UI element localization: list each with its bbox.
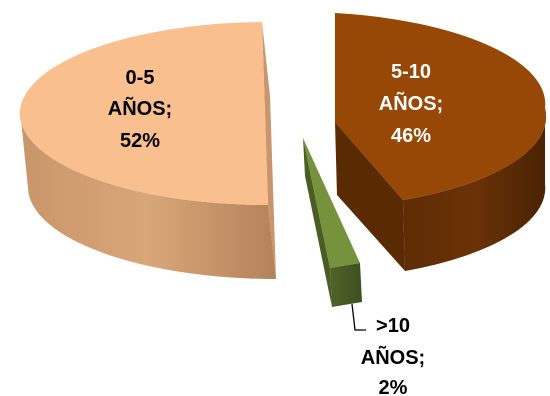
label-0-5-line2: AÑOS; [108, 97, 172, 120]
slice-0-5 [19, 22, 277, 279]
slice-0-5-top [19, 22, 269, 206]
slice-5-10-side [335, 122, 405, 271]
slice-gt10-side [303, 138, 332, 307]
label-gt10-line3: 2% [379, 377, 408, 396]
slice-0-5-side [19, 110, 277, 279]
label-0-5-line3: 52% [120, 130, 160, 152]
label-0-5-line1: 0-5 [126, 67, 155, 89]
slice-gt10-top [303, 138, 360, 268]
label-5-10-line1: 5-10 [391, 61, 431, 83]
slice-5-10-top [335, 13, 547, 200]
label-5-10-line3: 46% [391, 125, 431, 147]
label-5-10-line2: AÑOS; [379, 92, 443, 115]
data-labels: 0-5 AÑOS; 52% 5-10 AÑOS; 46% >10 AÑOS; 2… [108, 61, 443, 396]
slice-5-10 [335, 13, 547, 271]
slice-gt10 [303, 138, 362, 307]
label-gt10-line2: AÑOS; [361, 346, 425, 369]
label-gt10-line1: >10 [376, 315, 410, 337]
leader-line [351, 303, 366, 331]
